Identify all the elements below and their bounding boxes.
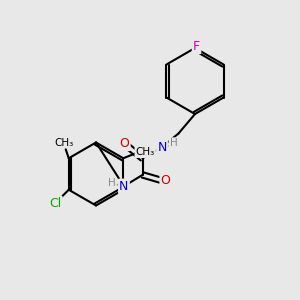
Text: N: N <box>119 180 129 193</box>
Text: CH₃: CH₃ <box>55 138 74 148</box>
Text: H: H <box>169 138 177 148</box>
Text: F: F <box>193 40 200 53</box>
Text: O: O <box>161 174 170 187</box>
Text: CH₃: CH₃ <box>136 147 155 157</box>
Text: N: N <box>157 140 167 154</box>
Text: O: O <box>120 137 129 150</box>
Text: H: H <box>108 178 116 188</box>
Text: Cl: Cl <box>49 197 61 210</box>
